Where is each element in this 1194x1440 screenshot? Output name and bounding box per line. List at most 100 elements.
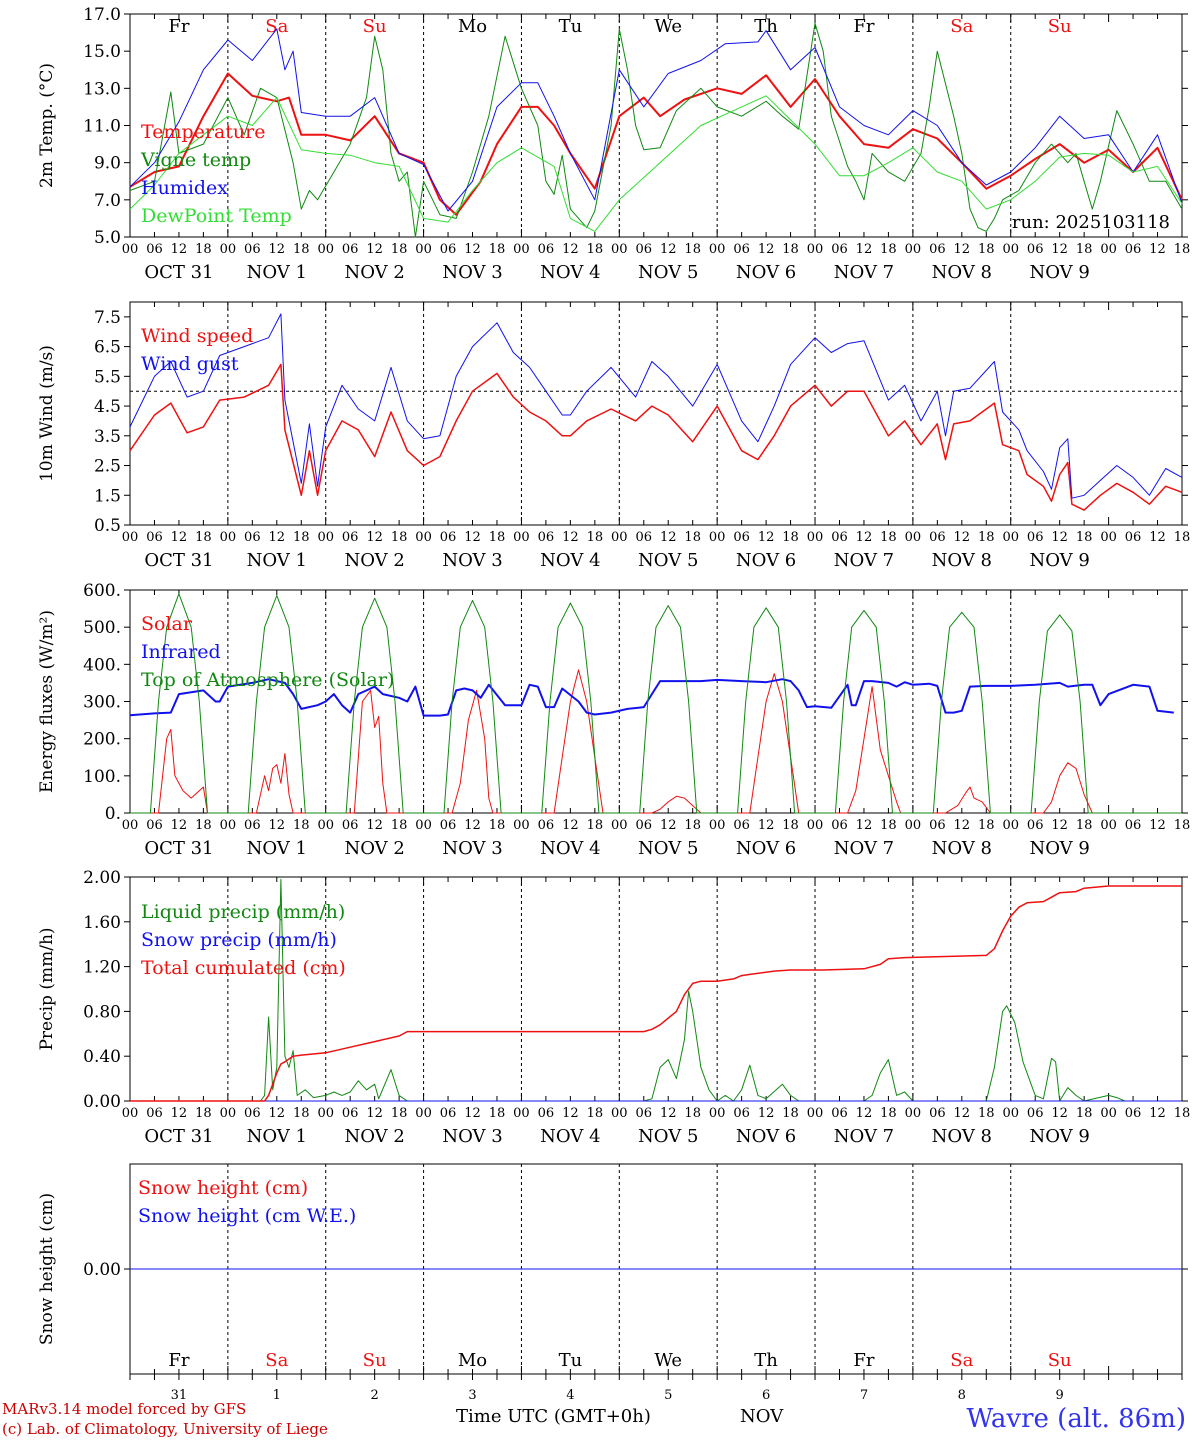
legend-item: Wind gust [141, 353, 239, 375]
x-date-label: OCT 31 [144, 550, 213, 571]
y-tick-label: 0.00 [83, 1260, 121, 1280]
x-hour-label: 00 [317, 1106, 334, 1121]
x-hour-label: 12 [269, 1106, 286, 1121]
x-hour-label: 18 [293, 818, 310, 833]
x-date-label: NOV 7 [834, 550, 894, 571]
legend-item: Solar [141, 613, 193, 635]
y-axis-title: Energy fluxes (W/m²) [37, 610, 57, 793]
x-hour-label: 06 [1125, 1106, 1142, 1121]
x-hour-label: 00 [807, 818, 824, 833]
y-tick-label: 300. [83, 693, 121, 713]
y-tick-label: 7.5 [94, 308, 121, 328]
run-label: run: 2025103118 [1012, 212, 1170, 233]
x-hour-label: 00 [1100, 242, 1117, 257]
x-date-label: NOV 9 [1029, 262, 1089, 283]
plot-frame [129, 301, 1183, 526]
x-hour-label: 12 [464, 1106, 481, 1121]
y-tick-label: 5.5 [94, 367, 121, 387]
day-of-week-label: Su [363, 1350, 387, 1371]
x-hour-label: 18 [1174, 818, 1191, 833]
x-hour-label: 12 [366, 1106, 383, 1121]
y-tick-label: 500. [83, 618, 121, 638]
x-hour-label: 06 [831, 242, 848, 257]
x-hour-label: 12 [1051, 530, 1068, 545]
x-hour-label: 06 [831, 530, 848, 545]
x-date-label: NOV 1 [247, 838, 307, 859]
x-date-label: NOV 6 [736, 550, 796, 571]
x-hour-label: 12 [464, 818, 481, 833]
x-hour-label: 06 [244, 242, 261, 257]
x-hour-label: 12 [1149, 242, 1166, 257]
y-tick-label: 0.40 [83, 1047, 121, 1067]
y-tick-label: 0.00 [83, 1092, 121, 1112]
x-hour-label: 12 [758, 818, 775, 833]
x-date-label: NOV 3 [442, 262, 502, 283]
x-date-label: OCT 31 [144, 838, 213, 859]
day-of-week-label: Fr [853, 16, 874, 37]
day-of-week-label: Fr [168, 16, 189, 37]
x-date-label: NOV 6 [736, 262, 796, 283]
x-date-label: NOV 3 [442, 1126, 502, 1147]
x-hour-label: 12 [1149, 818, 1166, 833]
month-label: NOV [740, 1406, 784, 1427]
x-hour-label: 06 [1027, 1106, 1044, 1121]
x-date-label: NOV 8 [932, 1126, 992, 1147]
x-hour-label: 00 [122, 242, 139, 257]
x-date-label: OCT 31 [144, 262, 213, 283]
day-number-label: 6 [762, 1388, 770, 1403]
x-hour-label: 18 [391, 1106, 408, 1121]
x-hour-label: 12 [562, 530, 579, 545]
x-hour-label: 00 [317, 818, 334, 833]
y-tick-label: 13.0 [83, 79, 121, 99]
x-hour-label: 18 [293, 242, 310, 257]
x-hour-label: 12 [269, 818, 286, 833]
day-number-label: 4 [566, 1388, 574, 1403]
x-hour-label: 00 [807, 530, 824, 545]
legend-item: Snow precip (mm/h) [141, 929, 337, 951]
x-hour-label: 12 [562, 242, 579, 257]
day-number-label: 1 [273, 1388, 281, 1403]
x-date-label: NOV 9 [1029, 550, 1089, 571]
x-hour-label: 18 [684, 1106, 701, 1121]
x-hour-label: 18 [293, 530, 310, 545]
x-hour-label: 00 [905, 818, 922, 833]
legend-item: Total cumulated (cm) [141, 957, 346, 979]
x-hour-label: 12 [171, 530, 188, 545]
x-hour-label: 00 [709, 530, 726, 545]
x-hour-label: 18 [684, 818, 701, 833]
x-hour-label: 12 [562, 818, 579, 833]
x-hour-label: 00 [122, 818, 139, 833]
x-hour-label: 12 [1149, 1106, 1166, 1121]
y-tick-label: 15.0 [83, 42, 121, 62]
day-of-week-label: Sa [950, 1350, 973, 1371]
x-hour-label: 00 [1002, 818, 1019, 833]
x-hour-label: 06 [1125, 530, 1142, 545]
x-hour-label: 06 [342, 818, 359, 833]
x-date-label: NOV 5 [638, 262, 698, 283]
series-line-infrared [129, 678, 1174, 717]
x-hour-label: 18 [880, 242, 897, 257]
day-of-week-label: Sa [265, 1350, 288, 1371]
x-hour-label: 12 [758, 530, 775, 545]
legend-item: Top of Atmosphere (Solar) [141, 669, 394, 691]
day-of-week-label: Tu [559, 16, 583, 37]
x-date-label: NOV 2 [344, 262, 404, 283]
x-hour-label: 00 [415, 530, 432, 545]
x-hour-label: 18 [978, 1106, 995, 1121]
x-hour-label: 00 [807, 242, 824, 257]
x-date-label: NOV 8 [932, 550, 992, 571]
day-of-week-label: Mo [458, 16, 487, 37]
y-tick-label: 200. [83, 730, 121, 750]
x-date-label: NOV 1 [247, 550, 307, 571]
panel-temperature: 5.0 7.0 9.0 11.0 13.0 15.0 17.0 2m Temp. (°C) 00… [37, 5, 1190, 283]
panel-energy: 0. 100. 200. 300. 400. 500. 600. Energy fluxes … [37, 581, 1190, 859]
day-of-week-label: Su [363, 16, 387, 37]
x-hour-label: 12 [856, 530, 873, 545]
x-hour-label: 06 [146, 1106, 163, 1121]
panel-precip: 0.00 0.40 0.80 1.20 1.60 2.00 Precip (mm/h) 00 0… [37, 868, 1190, 1147]
y-tick-label: 9.0 [94, 154, 121, 174]
x-hour-label: 06 [1125, 242, 1142, 257]
x-hour-label: 00 [1002, 530, 1019, 545]
y-tick-label: 7.0 [94, 191, 121, 211]
x-hour-label: 00 [220, 818, 237, 833]
